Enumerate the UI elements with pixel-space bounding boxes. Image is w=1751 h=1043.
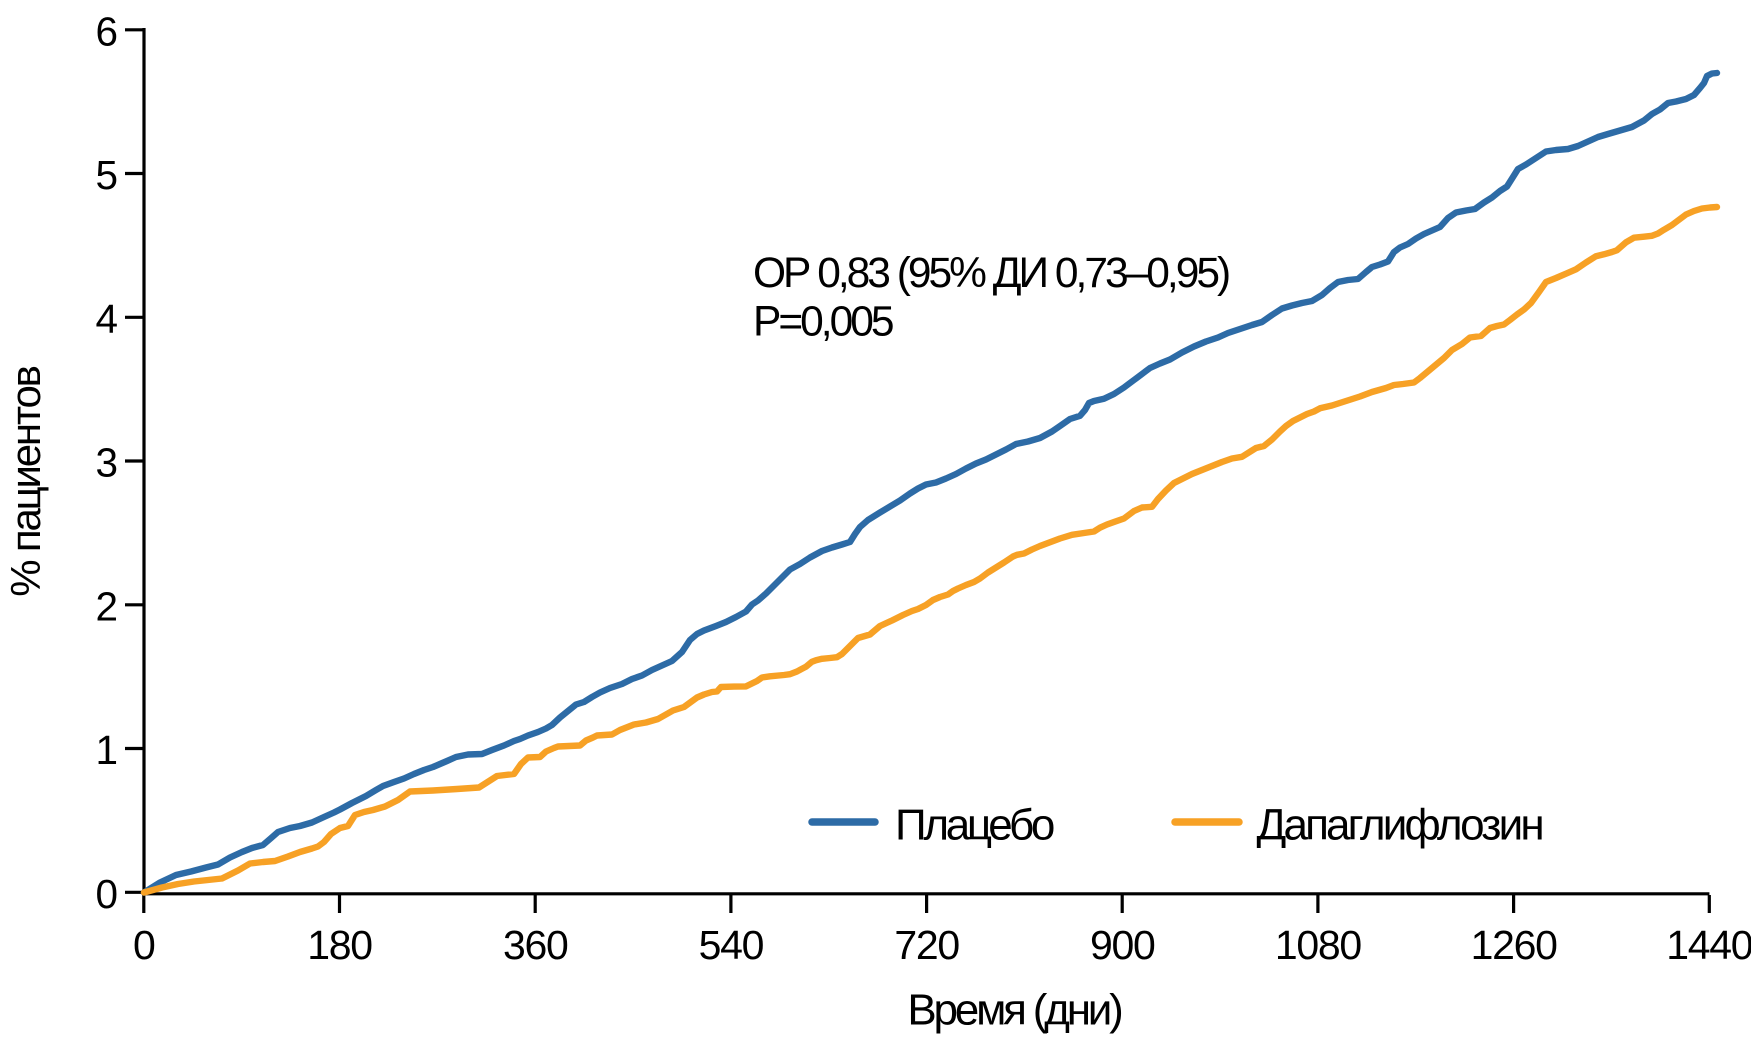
- svg-text:Время (дни): Время (дни): [907, 986, 1121, 1035]
- svg-text:Дапаглифлозин: Дапаглифлозин: [1257, 801, 1543, 850]
- svg-text:ОР 0,83 (95% ДИ 0,73–0,95): ОР 0,83 (95% ДИ 0,73–0,95): [753, 250, 1229, 297]
- svg-text:720: 720: [894, 922, 959, 968]
- svg-text:1260: 1260: [1471, 922, 1558, 968]
- svg-text:1: 1: [95, 727, 118, 773]
- svg-text:5: 5: [95, 152, 118, 198]
- svg-text:4: 4: [95, 296, 118, 342]
- svg-text:0: 0: [133, 922, 155, 968]
- svg-text:360: 360: [503, 922, 568, 968]
- svg-text:% пациентов: % пациентов: [2, 366, 49, 596]
- svg-text:Плацебо: Плацебо: [895, 801, 1054, 850]
- svg-text:180: 180: [307, 922, 372, 968]
- svg-text:540: 540: [699, 922, 764, 968]
- svg-text:3: 3: [95, 440, 118, 486]
- svg-text:900: 900: [1090, 922, 1155, 968]
- svg-text:Р=0,005: Р=0,005: [753, 299, 893, 346]
- svg-text:1440: 1440: [1666, 922, 1751, 968]
- svg-text:0: 0: [95, 871, 118, 917]
- svg-text:2: 2: [95, 583, 118, 629]
- svg-text:6: 6: [95, 8, 118, 54]
- svg-text:1080: 1080: [1275, 922, 1362, 968]
